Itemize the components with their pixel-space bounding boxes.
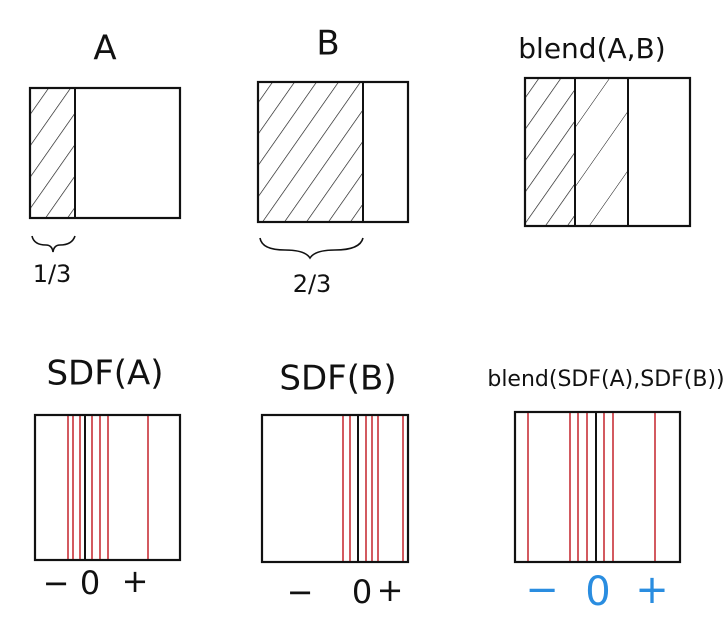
axis-label: + [635, 567, 669, 613]
axis-label: − [43, 564, 70, 602]
panel-title: A [93, 29, 116, 69]
axis-label: + [377, 571, 404, 609]
level-lines [527, 412, 656, 562]
hatch [525, 78, 575, 226]
hatch [30, 88, 75, 218]
box [28, 86, 182, 220]
hatch [258, 82, 363, 222]
panel-title: blend(SDF(A),SDF(B)) [487, 367, 724, 392]
box [33, 413, 182, 562]
panel-title: SDF(B) [279, 359, 396, 399]
box [523, 76, 692, 228]
axis-label: 0 [352, 573, 372, 611]
level-lines [342, 415, 404, 562]
hatch [575, 78, 628, 226]
panel-title: SDF(A) [46, 354, 163, 394]
axis-label: − [525, 567, 559, 613]
axis-label: 0 [585, 569, 610, 615]
panel-title: blend(A,B) [518, 32, 665, 65]
panel-title: B [316, 24, 339, 64]
box [260, 413, 410, 564]
axis-label: + [122, 562, 149, 600]
box [513, 410, 682, 564]
level-lines [67, 415, 149, 560]
caption: 2/3 [293, 270, 332, 298]
axis-label: 0 [80, 564, 100, 602]
brace [259, 237, 364, 260]
caption: 1/3 [33, 260, 72, 288]
box [256, 80, 410, 224]
axis-label: − [287, 573, 314, 611]
brace [31, 235, 76, 253]
